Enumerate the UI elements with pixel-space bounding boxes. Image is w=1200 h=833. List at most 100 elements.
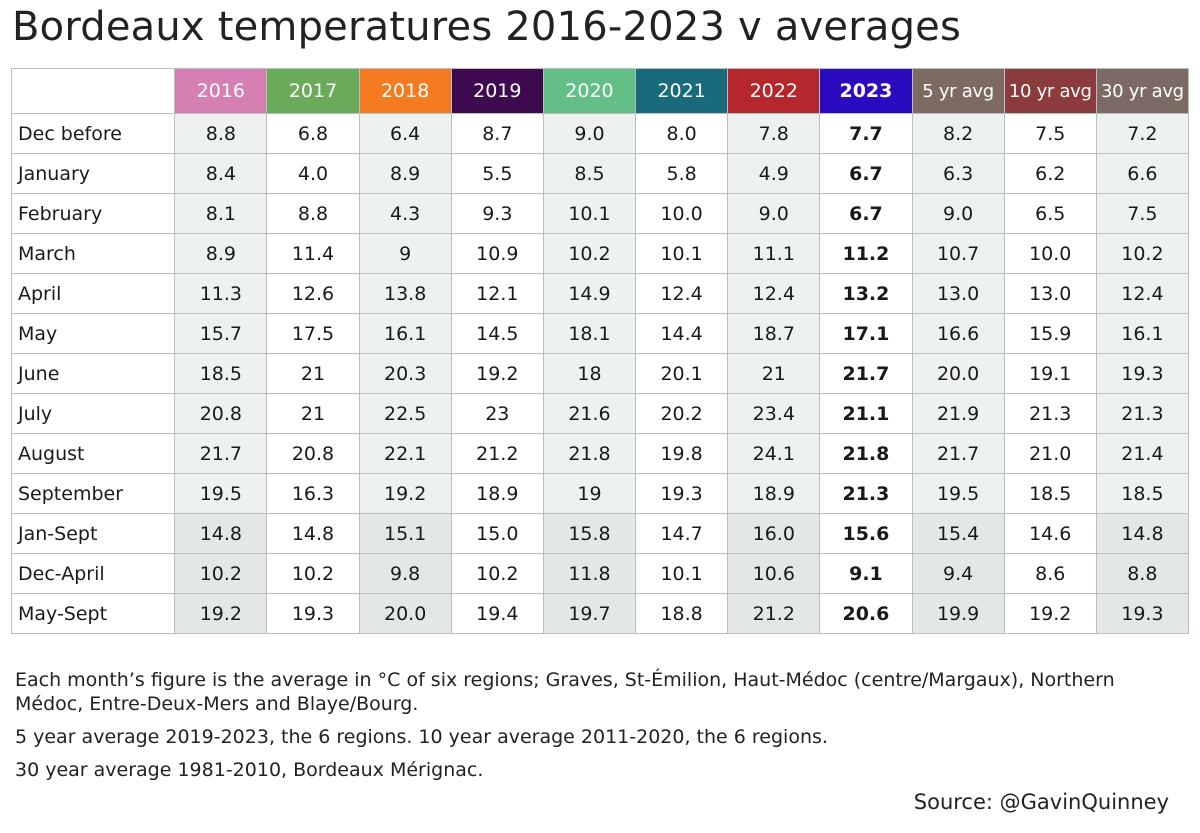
row-label: June xyxy=(10,353,176,394)
table-cell: 7.7 xyxy=(819,113,913,154)
table-cell: 8.0 xyxy=(635,113,729,154)
table-cell: 10.1 xyxy=(635,233,729,274)
table-cell: 16.1 xyxy=(358,313,452,354)
table-cell: 7.2 xyxy=(1095,113,1190,154)
summary-rows: Jan-Sept 14.8 14.8 15.1 15.0 15.8 14.7 16.0 15.6… xyxy=(10,513,1190,634)
table-cell: 21.9 xyxy=(911,393,1005,434)
table-row: January 8.4 4.0 8.9 5.5 8.5 5.8 4.9 6.7 6.3 6.2 6.6 xyxy=(10,153,1190,194)
table-cell: 14.9 xyxy=(542,273,637,314)
table-cell: 6.7 xyxy=(819,193,913,234)
table-row: Jan-Sept 14.8 14.8 15.1 15.0 15.8 14.7 16.0 15.6… xyxy=(10,513,1190,554)
table-cell: 11.8 xyxy=(542,553,637,594)
table-cell: 14.4 xyxy=(635,313,729,354)
footnote: 30 year average 1981-2010, Bordeaux Méri… xyxy=(15,759,484,781)
row-label: August xyxy=(10,433,176,474)
table-cell: 21.1 xyxy=(819,393,913,434)
table-row: July 20.8 21 22.5 23 21.6 20.2 23.4 21.1 21.9 21.3… xyxy=(10,393,1190,434)
table-cell: 20.0 xyxy=(358,593,452,634)
table-cell: 6.3 xyxy=(911,153,1005,194)
table-cell: 19.2 xyxy=(1003,593,1097,634)
table-cell: 9 xyxy=(358,233,452,274)
chart-title: Bordeaux temperatures 2016-2023 v averag… xyxy=(12,4,962,50)
table-cell: 10.2 xyxy=(266,553,360,594)
table-cell: 19.2 xyxy=(174,593,268,634)
row-label: September xyxy=(10,473,176,514)
table-cell: 8.6 xyxy=(1003,553,1097,594)
table-cell: 9.8 xyxy=(358,553,452,594)
table-row: August 21.7 20.8 22.1 21.2 21.8 19.8 24.1 21.8 21… xyxy=(10,433,1190,474)
table-row: March 8.9 11.4 9 10.9 10.2 10.1 11.1 11.2 10.7 10.… xyxy=(10,233,1190,274)
table-cell: 18.9 xyxy=(450,473,544,514)
table-cell: 22.5 xyxy=(358,393,452,434)
table-row: May 15.7 17.5 16.1 14.5 18.1 14.4 18.7 17.1 16.6 1… xyxy=(10,313,1190,354)
row-label: Dec before xyxy=(10,113,176,154)
column-header: 2018 xyxy=(358,68,452,114)
table-cell: 19.5 xyxy=(911,473,1005,514)
table-cell: 8.9 xyxy=(174,233,268,274)
table-cell: 18.9 xyxy=(727,473,821,514)
table-cell: 23 xyxy=(450,393,544,434)
table-cell: 10.2 xyxy=(450,553,544,594)
table-cell: 14.6 xyxy=(1003,513,1097,554)
column-header: 2023 xyxy=(819,68,913,114)
column-header: 30 yr avg xyxy=(1095,68,1190,114)
table-cell: 14.5 xyxy=(450,313,544,354)
row-label: July xyxy=(10,393,176,434)
table-row: June 18.5 21 20.3 19.2 18 20.1 21 21.7 20.0 19.1 19… xyxy=(10,353,1190,394)
table-cell: 4.9 xyxy=(727,153,821,194)
table-cell: 8.4 xyxy=(174,153,268,194)
table-row: May-Sept 19.2 19.3 20.0 19.4 19.7 18.8 21.2 20.6… xyxy=(10,593,1190,634)
table-cell: 10.6 xyxy=(727,553,821,594)
table-cell: 5.5 xyxy=(450,153,544,194)
table-cell: 19 xyxy=(542,473,637,514)
table-cell: 9.0 xyxy=(911,193,1005,234)
column-header: 2020 xyxy=(542,68,637,114)
temperature-table: 2016 2017 2018 2019 2020 2021 2022 2023 5 yr avg… xyxy=(10,68,1190,634)
table-cell: 10.1 xyxy=(635,553,729,594)
table-cell: 20.8 xyxy=(266,433,360,474)
table-cell: 11.4 xyxy=(266,233,360,274)
row-label: Dec-April xyxy=(10,553,176,594)
table-cell: 8.2 xyxy=(911,113,1005,154)
table-cell: 15.6 xyxy=(819,513,913,554)
table-cell: 21.4 xyxy=(1095,433,1190,474)
table-cell: 4.0 xyxy=(266,153,360,194)
row-label: April xyxy=(10,273,176,314)
table-cell: 8.5 xyxy=(542,153,637,194)
table-cell: 12.4 xyxy=(1095,273,1190,314)
table-cell: 10.9 xyxy=(450,233,544,274)
table-cell: 14.8 xyxy=(266,513,360,554)
table-cell: 20.2 xyxy=(635,393,729,434)
column-header: 2019 xyxy=(450,68,544,114)
table-cell: 16.1 xyxy=(1095,313,1190,354)
table-cell: 16.3 xyxy=(266,473,360,514)
table-cell: 21.2 xyxy=(727,593,821,634)
table-cell: 8.1 xyxy=(174,193,268,234)
table-cell: 9.0 xyxy=(542,113,637,154)
table-cell: 15.9 xyxy=(1003,313,1097,354)
table-cell: 11.2 xyxy=(819,233,913,274)
table-cell: 21 xyxy=(266,393,360,434)
table-cell: 18.5 xyxy=(1003,473,1097,514)
table-cell: 15.4 xyxy=(911,513,1005,554)
table-cell: 11.1 xyxy=(727,233,821,274)
table-cell: 13.0 xyxy=(1003,273,1097,314)
table-cell: 9.0 xyxy=(727,193,821,234)
table-cell: 14.8 xyxy=(174,513,268,554)
table-cell: 21 xyxy=(727,353,821,394)
table-row: Dec before 8.8 6.8 6.4 8.7 9.0 8.0 7.8 7.7 8.2 7.5… xyxy=(10,113,1190,154)
table-cell: 9.4 xyxy=(911,553,1005,594)
table-cell: 6.7 xyxy=(819,153,913,194)
table-cell: 19.9 xyxy=(911,593,1005,634)
table-cell: 21.7 xyxy=(819,353,913,394)
table-cell: 21.3 xyxy=(1003,393,1097,434)
table-cell: 19.7 xyxy=(542,593,637,634)
table-cell: 20.6 xyxy=(819,593,913,634)
table-cell: 20.8 xyxy=(174,393,268,434)
table-cell: 20.3 xyxy=(358,353,452,394)
table-cell: 8.9 xyxy=(358,153,452,194)
column-header: 2022 xyxy=(727,68,821,114)
table-cell: 15.7 xyxy=(174,313,268,354)
table-cell: 20.1 xyxy=(635,353,729,394)
row-label: May xyxy=(10,313,176,354)
